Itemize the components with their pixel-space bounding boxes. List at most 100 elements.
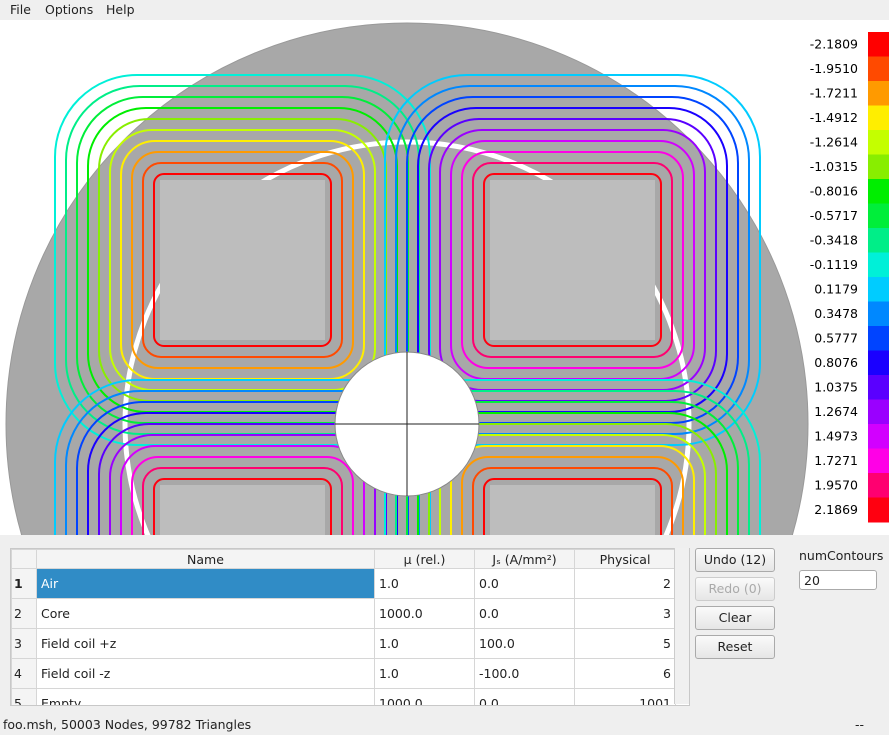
table-cell[interactable]: 1.0 [374,628,475,659]
legend-label: 1.9570 [814,477,858,492]
table-cell: 4 [11,658,37,689]
legend-label: -1.7211 [810,85,858,100]
legend-swatch [868,277,889,302]
legend-label: 1.2674 [814,404,858,419]
table-cell[interactable]: 3 [574,598,676,629]
legend-swatch [868,154,889,180]
legend-label: -1.4912 [810,110,858,125]
menu-item[interactable]: File [10,2,31,17]
contour-plot: -2.1809 -1.9510 -1.7211 -1.4912 -1.2614 -1.03… [0,20,889,535]
table-cell[interactable]: Empty [36,688,375,705]
legend-swatch [868,130,889,155]
pole [490,180,655,340]
table-row[interactable]: 1 Air 1.0 0.0 2 [11,568,676,599]
reset-button[interactable]: Reset [695,635,775,659]
legend-swatch [868,448,889,474]
legend-swatch [868,228,889,253]
contour-line [87,412,398,535]
status-bar: foo.msh, 50003 Nodes, 99782 Triangles -- [0,716,889,735]
table-cell[interactable]: 2 [574,568,676,599]
contour-line [54,379,431,535]
legend-label: -0.1119 [810,257,858,272]
status-text: foo.msh, 50003 Nodes, 99782 Triangles [3,717,252,732]
table-cell: 3 [11,628,37,659]
legend-swatch [868,105,889,131]
table-cell[interactable]: 100.0 [474,628,575,659]
pole [490,485,655,535]
contour-line [428,423,717,535]
contour-line [131,151,354,369]
table-row[interactable]: 4 Field coil -z 1.0 -100.0 6 [11,658,676,689]
legend-swatch [868,252,889,278]
pole [160,485,325,535]
contour-line [98,423,387,535]
legend-swatch [868,56,889,82]
menu-item[interactable]: Options [45,2,94,17]
table-cell[interactable]: 1001 [574,688,676,705]
legend-label: 0.8076 [814,355,858,370]
scrollbar[interactable] [674,548,689,704]
legend-label: -0.8016 [810,183,858,198]
legend-label: 0.3478 [814,306,858,321]
table-cell[interactable]: 1.0 [374,658,475,689]
legend-label: -2.1809 [810,36,858,51]
legend-swatch [868,350,889,376]
table-cell[interactable]: 1.0 [374,568,475,599]
undo-button[interactable]: Undo (12) [695,548,775,572]
table-row[interactable]: 3 Field coil +z 1.0 100.0 5 [11,628,676,659]
legend-swatch [868,424,889,449]
contour-line [153,478,332,535]
column-header[interactable]: Name [36,549,375,569]
table-cell: 5 [11,688,37,705]
contour-line [142,467,343,535]
legend-swatch [868,179,889,204]
legend-swatch [868,81,889,106]
table-cell[interactable]: Core [36,598,375,629]
table-cell[interactable]: 0.0 [474,568,575,599]
table-cell[interactable]: Field coil +z [36,628,375,659]
legend-label: -0.3418 [810,232,858,247]
table-cell[interactable]: 1000.0 [374,688,475,705]
header-row: Name μ (rel.) Jₛ (A/mm²) Physical [11,549,676,569]
contour-line [395,390,750,535]
clear-button[interactable]: Clear [695,606,775,630]
material-table: Name μ (rel.) Jₛ (A/mm²) Physical 1 Air 1.… [10,548,690,706]
table-cell[interactable]: 0.0 [474,688,575,705]
legend-label: -1.9510 [810,61,858,76]
table-cell[interactable]: 6 [574,658,676,689]
legend-label: 1.7271 [814,453,858,468]
column-header[interactable]: Jₛ (A/mm²) [474,549,575,569]
legend-label: 0.5777 [814,330,858,345]
contour-line [120,445,365,535]
table-row[interactable]: 2 Core 1000.0 0.0 3 [11,598,676,629]
contour-line [65,390,420,535]
table-cell: 2 [11,598,37,629]
legend-label: 1.4973 [814,428,858,443]
table-cell[interactable]: -100.0 [474,658,575,689]
legend-swatch [868,399,889,425]
contour-line [142,162,343,358]
contour-line [483,478,662,535]
menu-item[interactable]: Help [106,2,135,17]
table-cell[interactable]: 5 [574,628,676,659]
status-indicator: -- [854,717,864,732]
spin-box[interactable]: 20 [799,570,877,590]
column-header[interactable]: Physical [574,549,676,569]
table-cell[interactable]: Air [36,568,375,599]
legend-swatch [868,301,889,327]
legend-label: 0.1179 [814,281,858,296]
legend-swatch [868,473,889,498]
table-cell: 1 [11,568,37,599]
table-row[interactable]: 5 Empty 1000.0 0.0 1001 [11,688,676,705]
legend-swatch [868,326,889,351]
contour-line [472,162,673,358]
contour-line [384,379,761,535]
contour-line [461,151,684,369]
redo-button: Redo (0) [695,577,775,601]
column-header[interactable]: μ (rel.) [374,549,475,569]
legend-swatch [868,203,889,229]
table-cell[interactable]: 0.0 [474,598,575,629]
table-cell[interactable]: 1000.0 [374,598,475,629]
table-cell[interactable]: Field coil -z [36,658,375,689]
